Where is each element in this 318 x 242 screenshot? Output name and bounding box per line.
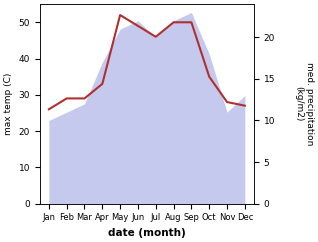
Y-axis label: med. precipitation
(kg/m2): med. precipitation (kg/m2): [294, 62, 314, 145]
Y-axis label: max temp (C): max temp (C): [4, 73, 13, 135]
X-axis label: date (month): date (month): [108, 228, 186, 238]
